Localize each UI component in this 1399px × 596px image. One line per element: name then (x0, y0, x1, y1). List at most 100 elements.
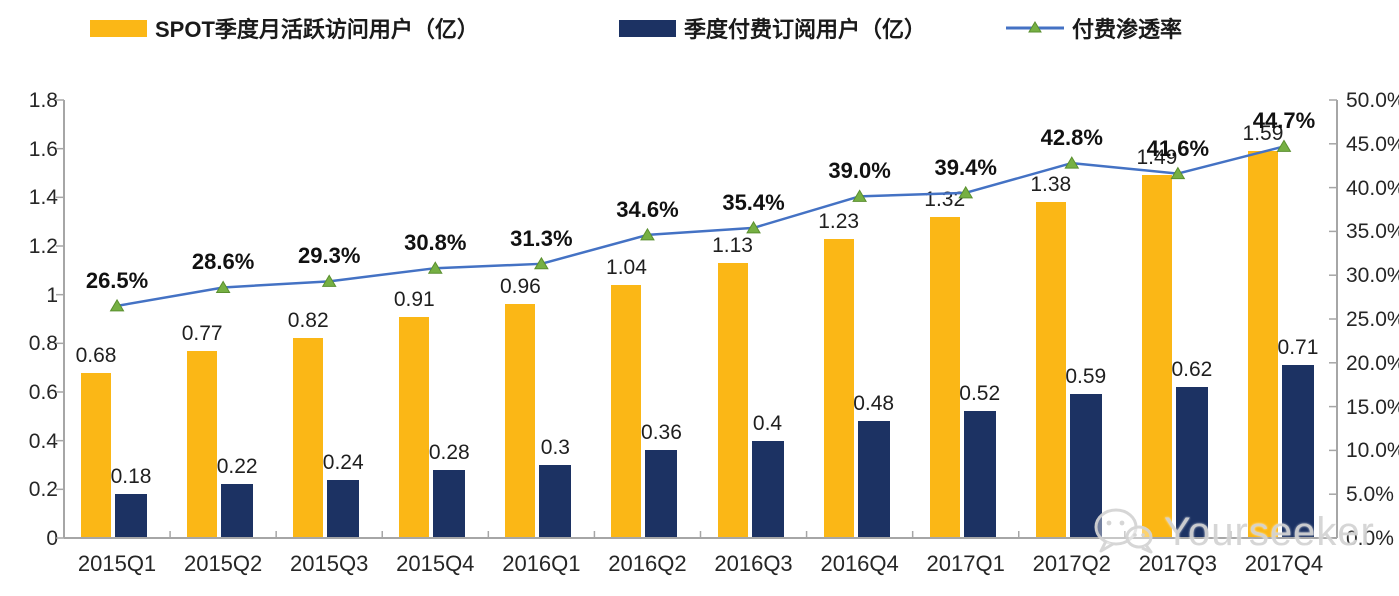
x-axis-label: 2016Q2 (608, 551, 687, 576)
mau-value-label: 1.23 (818, 209, 860, 233)
mau-value-label: 1.13 (712, 234, 753, 258)
y-right-tick-label: 30.0% (1346, 264, 1399, 288)
y-left-tick-label: 0 (46, 527, 58, 550)
penetration-value-label: 30.8% (404, 230, 467, 256)
legend-item-mau: SPOT季度月活跃访问用户（亿） (90, 15, 479, 42)
y-right-tick-label: 0.0% (1346, 527, 1394, 550)
y-right-tick-label: 15.0% (1346, 395, 1399, 419)
triangle-marker-icon (533, 256, 549, 270)
paid-value-label: 0.22 (216, 455, 258, 479)
x-axis-label: 2016Q4 (820, 551, 899, 576)
mau-value-label: 1.04 (606, 255, 647, 279)
paid-value-label: 0.52 (959, 382, 1001, 406)
y-left-tick-label: 1.2 (28, 235, 58, 258)
mau-bar (1141, 175, 1172, 538)
paid-bar (539, 465, 572, 538)
x-axis-label: 2015Q3 (290, 551, 369, 576)
line-marker-swatch-icon (1006, 21, 1064, 33)
paid-bar (1281, 365, 1314, 538)
mau-bar (717, 263, 748, 538)
paid-value-label: 0.36 (641, 421, 682, 445)
paid-bar (645, 450, 678, 538)
y-right-tick-label: 10.0% (1346, 439, 1399, 463)
y-right-tick-label: 45.0% (1346, 132, 1399, 156)
triangle-marker-icon (215, 280, 231, 293)
x-axis-label: 2016Q3 (714, 551, 793, 576)
paid-bar (857, 421, 890, 538)
y-left-tick-label: 1.8 (28, 89, 58, 112)
mau-bar (293, 338, 324, 538)
legend-item-paid: 季度付费订阅用户（亿） (619, 15, 927, 42)
y-right-tick-label: 35.0% (1346, 220, 1399, 244)
y-right-tick-label: 40.0% (1346, 176, 1399, 200)
penetration-line (116, 145, 1285, 308)
wechat-icon (1094, 508, 1153, 554)
penetration-value-label: 31.3% (510, 225, 573, 251)
penetration-value-label: 41.6% (1146, 135, 1210, 161)
penetration-value-label: 29.3% (298, 243, 361, 269)
watermark: Yourseeker (1092, 506, 1375, 558)
mau-value-label: 0.91 (393, 287, 435, 311)
x-axis-label: 2015Q2 (183, 551, 263, 576)
y-right-tick-label: 50.0% (1346, 89, 1399, 112)
mau-value-label: 0.68 (75, 343, 117, 367)
triangle-marker-icon (746, 220, 761, 234)
x-axis-label: 2017Q2 (1032, 551, 1111, 576)
paid-value-label: 0.24 (322, 450, 364, 474)
penetration-value-label: 34.6% (616, 196, 679, 222)
paid-bar (963, 411, 996, 538)
y-left-tick-label: 0.8 (28, 332, 58, 356)
mau-bar (611, 284, 642, 538)
penetration-value-label: 44.7% (1252, 108, 1316, 134)
mau-bar (399, 316, 430, 538)
mau-value-label: 0.96 (499, 275, 541, 299)
y-left-tick-label: 1 (46, 283, 58, 307)
y-left-tick-label: 0.2 (28, 478, 58, 502)
paid-value-label: 0.28 (428, 440, 470, 464)
y-left-tick-label: 1.4 (28, 186, 58, 210)
legend-item-penetration: 付费渗透率 (1006, 15, 1182, 42)
penetration-value-label: 42.8% (1040, 125, 1103, 151)
triangle-marker-icon (640, 227, 655, 241)
x-axis-label: 2015Q4 (396, 551, 475, 576)
paid-value-label: 0.18 (110, 465, 152, 489)
mau-bar-swatch-icon (90, 19, 147, 37)
penetration-value-label: 39.0% (828, 158, 891, 184)
paid-value-label: 0.4 (752, 411, 783, 435)
legend-label-mau: SPOT季度月活跃访问用户（亿） (155, 17, 479, 42)
paid-bar-swatch-icon (619, 19, 676, 37)
mau-bar (929, 216, 960, 538)
paid-bar (327, 479, 360, 538)
triangle-marker-icon (852, 189, 868, 202)
mau-value-label: 1.38 (1030, 173, 1072, 197)
triangle-marker-icon (1064, 156, 1080, 169)
mau-bar (187, 350, 218, 538)
paid-value-label: 0.3 (540, 436, 570, 459)
x-axis-label: 2017Q1 (926, 551, 1005, 576)
paid-bar (1175, 387, 1208, 538)
penetration-value-label: 26.5% (85, 267, 149, 293)
x-axis-label: 2016Q1 (502, 551, 581, 576)
paid-bar (115, 494, 148, 538)
legend-label-paid: 季度付费订阅用户（亿） (684, 17, 927, 42)
paid-bar (433, 469, 466, 538)
x-axis-label: 2017Q4 (1244, 551, 1324, 576)
x-axis-label: 2017Q3 (1138, 551, 1218, 576)
y-left-tick-label: 1.6 (28, 137, 58, 161)
triangle-marker-icon (427, 261, 443, 274)
penetration-value-label: 39.4% (934, 154, 997, 180)
mau-bar (823, 238, 854, 538)
paid-value-label: 0.62 (1171, 358, 1213, 382)
triangle-marker-icon (321, 274, 337, 287)
y-left-tick-label: 0.4 (28, 429, 58, 453)
paid-bar (221, 484, 254, 538)
mau-bar (81, 372, 112, 538)
y-left-tick-label: 0.6 (28, 381, 58, 404)
y-right-tick-label: 20.0% (1346, 351, 1399, 375)
paid-value-label: 0.48 (853, 392, 895, 416)
paid-value-label: 0.71 (1277, 336, 1319, 360)
paid-bar (1069, 394, 1102, 538)
paid-value-label: 0.59 (1065, 365, 1107, 389)
mau-value-label: 1.59 (1242, 122, 1284, 146)
